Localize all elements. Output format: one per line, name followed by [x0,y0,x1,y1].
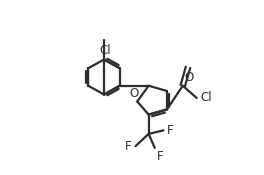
Text: F: F [157,150,164,163]
Text: O: O [129,87,139,100]
Text: Cl: Cl [99,44,111,57]
Text: Cl: Cl [200,91,211,104]
Text: F: F [167,124,174,137]
Text: O: O [185,71,194,83]
Text: F: F [125,140,131,153]
